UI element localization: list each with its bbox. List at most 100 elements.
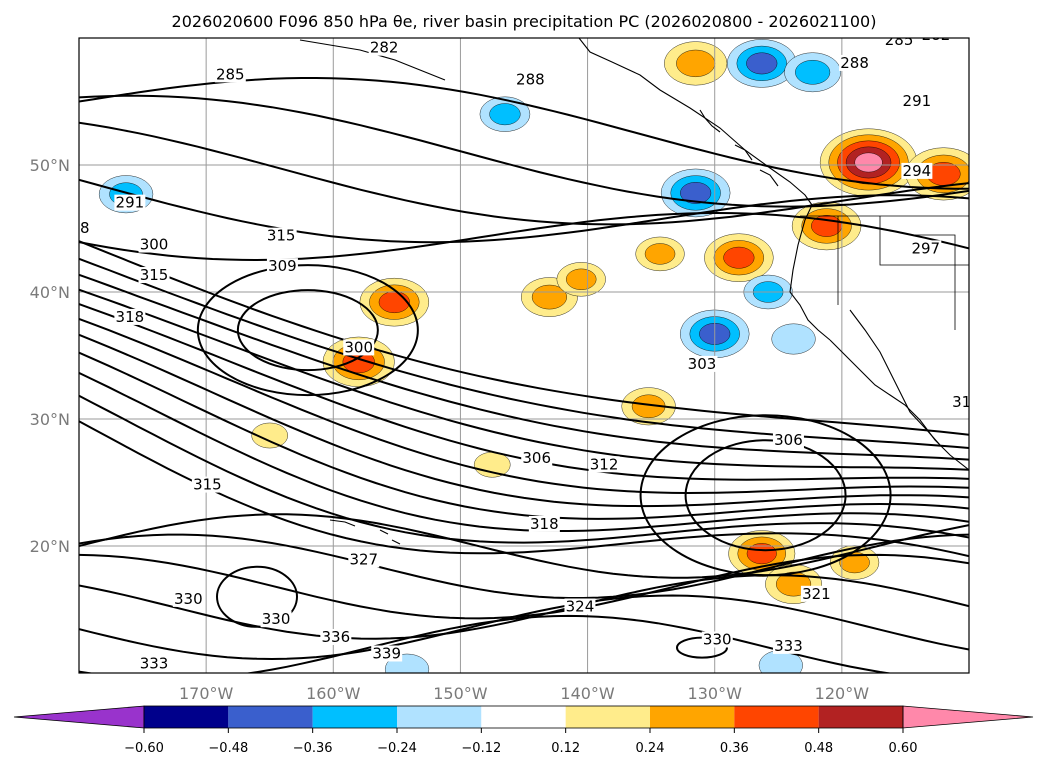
x-tick-label: 120°W bbox=[815, 684, 870, 703]
x-axis-ticks: 170°W 160°W 150°W 140°W 130°W 120°W bbox=[179, 684, 869, 703]
contour-line bbox=[79, 394, 969, 544]
colorbar-segment bbox=[228, 706, 313, 728]
positive-pc-blob bbox=[635, 236, 685, 272]
coastline-hawaii bbox=[329, 519, 401, 545]
positive-pc-blob bbox=[359, 277, 430, 327]
contour-label-bg bbox=[901, 93, 933, 110]
colorbar-tick-label: 0.36 bbox=[720, 741, 749, 756]
contour-label: 282 bbox=[922, 26, 951, 44]
colorbar-segment bbox=[650, 706, 735, 728]
contour-label-bg bbox=[343, 339, 375, 356]
contour-label-bg bbox=[79, 220, 91, 237]
colorbar-extend-low bbox=[13, 705, 145, 729]
contour-label-bg bbox=[348, 551, 380, 568]
contour-label-bg bbox=[380, 38, 412, 41]
x-tick-label: 170°W bbox=[179, 684, 234, 703]
contour-label: 315 bbox=[140, 266, 169, 284]
contour-label: 288 bbox=[61, 219, 90, 237]
contour-line bbox=[79, 288, 969, 471]
colorbar-tick-label: 0.48 bbox=[804, 741, 833, 756]
contour-label: 306 bbox=[522, 449, 551, 467]
contour-label: 333 bbox=[140, 655, 169, 673]
y-tick-label: 50°N bbox=[30, 156, 70, 175]
coastline-bc-islands bbox=[699, 109, 779, 187]
contour-label-bg bbox=[910, 240, 942, 257]
colorbar-segment bbox=[818, 706, 903, 728]
contour-line bbox=[79, 178, 969, 244]
contour-label-bg bbox=[901, 162, 933, 179]
colorbar-tick-label: −0.60 bbox=[124, 741, 164, 756]
contour-label-bg bbox=[114, 308, 146, 325]
contour-label: 315 bbox=[267, 227, 296, 245]
y-tick-label: 30°N bbox=[30, 410, 70, 429]
contour-label: 321 bbox=[802, 585, 831, 603]
contour-line bbox=[79, 614, 894, 673]
contour-line bbox=[79, 533, 969, 599]
contour-label: 285 bbox=[885, 31, 914, 49]
contour-label-bg bbox=[564, 598, 596, 615]
contour-labels: 285 288 291 300 315 318 315 309 300 306 312 315 318 3… bbox=[61, 26, 981, 673]
contour-label-bg bbox=[368, 39, 400, 56]
negative-pc-blob bbox=[727, 39, 797, 88]
contour-label-bg bbox=[514, 71, 546, 88]
colorbar-segment bbox=[144, 706, 229, 728]
contour-label-bg bbox=[686, 355, 718, 372]
contour-label: 336 bbox=[322, 628, 351, 646]
coastline-baja bbox=[849, 309, 941, 446]
contour-label: 309 bbox=[268, 257, 297, 275]
contour-line bbox=[79, 553, 969, 620]
positive-pc-blob bbox=[251, 422, 288, 449]
contour-line bbox=[79, 94, 969, 208]
contour-label-bg bbox=[588, 456, 620, 473]
colorbar-tick-label: 0.60 bbox=[889, 741, 918, 756]
contour-label-bg bbox=[265, 227, 297, 244]
contour-label-bg bbox=[772, 637, 804, 654]
contour-line bbox=[79, 121, 969, 226]
contour-label-bg bbox=[138, 655, 170, 672]
contour-loop bbox=[216, 565, 298, 628]
colorbar-frame bbox=[143, 705, 904, 729]
contour-label: 282 bbox=[370, 39, 399, 57]
contour-label-bg bbox=[320, 628, 352, 645]
contour-label: 318 bbox=[530, 515, 559, 533]
contour-label: 306 bbox=[774, 431, 803, 449]
contour-label: 330 bbox=[703, 631, 732, 649]
contour-loop bbox=[684, 439, 847, 552]
positive-pc-blob bbox=[791, 201, 862, 251]
map-panel: 285 288 291 300 315 318 315 309 300 306 312 315 318 3… bbox=[61, 26, 981, 674]
contour-line bbox=[79, 211, 969, 262]
contour-label-bg bbox=[701, 631, 733, 648]
contour-label: 288 bbox=[516, 70, 545, 88]
positive-pc-blob bbox=[664, 41, 728, 86]
colorbar-tick-label: −0.24 bbox=[377, 741, 417, 756]
x-tick-label: 130°W bbox=[688, 684, 743, 703]
contour-label: 300 bbox=[140, 236, 169, 254]
contour-label: 300 bbox=[344, 338, 373, 356]
x-tick-label: 160°W bbox=[306, 684, 361, 703]
contour-label: 330 bbox=[174, 590, 203, 608]
negative-pc-blob bbox=[771, 323, 816, 355]
contour-label-bg bbox=[172, 590, 204, 607]
contour-label-bg bbox=[521, 449, 553, 466]
positive-pc-blob bbox=[905, 147, 969, 201]
colorbar-tick-label: 0.24 bbox=[636, 741, 665, 756]
negative-pc-blob bbox=[660, 168, 731, 218]
political-borders bbox=[800, 215, 969, 330]
contour-label-bg bbox=[138, 236, 170, 253]
contour-label: 312 bbox=[590, 455, 619, 473]
contour-label-bg bbox=[883, 38, 915, 49]
contour-loop bbox=[236, 289, 379, 372]
contour-label-bg bbox=[214, 66, 246, 83]
y-tick-label: 20°N bbox=[30, 537, 70, 556]
colorbar-tick-label: −0.36 bbox=[293, 741, 333, 756]
contour-label-bg bbox=[266, 258, 298, 275]
positive-pc-blob bbox=[473, 451, 511, 478]
colorbar: −0.60 −0.48 −0.36 −0.24 −0.12 0.12 0.24 0.36 0.4… bbox=[13, 705, 1034, 756]
contour-loop bbox=[196, 264, 419, 397]
contour-line bbox=[79, 513, 969, 579]
contour-label: 327 bbox=[349, 551, 378, 569]
contour-label: 291 bbox=[116, 194, 145, 212]
contour-label: 330 bbox=[262, 610, 291, 628]
contour-label: 315 bbox=[952, 393, 981, 411]
